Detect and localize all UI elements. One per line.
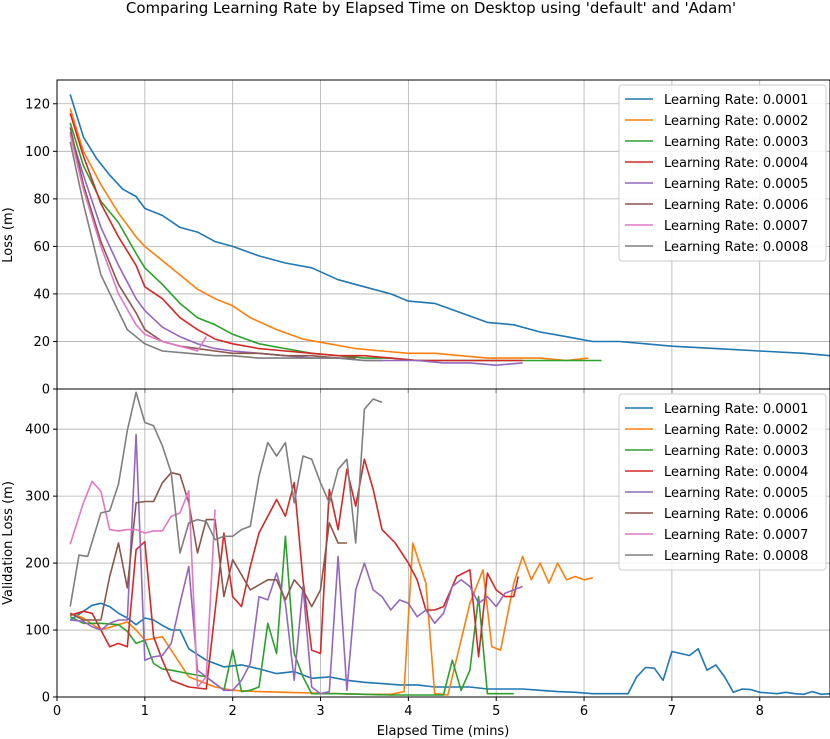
undefined-legend-label-3: Learning Rate: 0.0003: [664, 135, 808, 150]
undefined-legend: Learning Rate: 0.0001 Learning Rate: 0.00…: [618, 84, 827, 262]
validation-plot: 0 100 200 300 400 0 1 2 3 4 5 6 7 8 Learning Rate: 0.0…: [25, 388, 830, 719]
xtick-label-3: 3: [316, 704, 324, 719]
xtick-label-2: 2: [229, 704, 237, 719]
undefined-series-line-5: [70, 433, 523, 695]
undefined-series-line-3: [69, 122, 602, 362]
undefined-ytick-label-1: 100: [25, 624, 50, 639]
undefined-ytick-label-4: 80: [33, 192, 50, 207]
xtick-label-4: 4: [404, 704, 412, 719]
undefined-ytick-label-4: 400: [25, 423, 50, 438]
undefined-ytick-label-6: 120: [25, 97, 50, 112]
undefined-series-line-1: [69, 602, 830, 696]
chart-title: Comparing Learning Rate by Elapsed Time …: [126, 0, 736, 17]
undefined-legend: Learning Rate: 0.0001 Learning Rate: 0.00…: [618, 393, 827, 571]
xtick-label-1: 1: [141, 704, 149, 719]
undefined-legend-label-8: Learning Rate: 0.0008: [664, 549, 808, 564]
undefined-legend-label-2: Learning Rate: 0.0002: [664, 423, 808, 438]
undefined-legend-label-7: Learning Rate: 0.0007: [664, 219, 808, 234]
undefined-legend-label-4: Learning Rate: 0.0004: [664, 465, 808, 480]
undefined-ytick-label-0: 0: [42, 383, 50, 398]
undefined-legend-label-6: Learning Rate: 0.0006: [664, 507, 808, 522]
x-axis-label: Elapsed Time (mins): [377, 724, 510, 739]
undefined-series-line-2: [69, 108, 589, 362]
undefined-series-line-8: [69, 391, 383, 607]
xtick-label-8: 8: [756, 704, 764, 719]
undefined-legend-label-3: Learning Rate: 0.0003: [664, 444, 808, 459]
undefined-ytick-label-1: 20: [33, 335, 50, 350]
undefined-legend-label-1: Learning Rate: 0.0001: [664, 402, 808, 417]
undefined-legend-label-7: Learning Rate: 0.0007: [664, 528, 808, 543]
undefined-ytick-label-2: 200: [25, 557, 50, 572]
xtick-label-5: 5: [492, 704, 500, 719]
undefined-legend-label-1: Learning Rate: 0.0001: [664, 93, 808, 108]
undefined-series-line-4: [69, 113, 523, 362]
undefined-legend-label-5: Learning Rate: 0.0005: [664, 486, 808, 501]
undefined-axes-frame: [56, 388, 830, 698]
undefined-series-line-8: [69, 141, 382, 362]
undefined-legend-box: [618, 393, 827, 571]
undefined-ytick-label-3: 60: [33, 240, 50, 255]
undefined-legend-label-8: Learning Rate: 0.0008: [664, 240, 808, 255]
undefined-series-line-7: [69, 480, 216, 688]
undefined-legend-label-4: Learning Rate: 0.0004: [664, 156, 808, 171]
undefined-ytick-label-2: 40: [33, 287, 50, 302]
undefined-legend-label-6: Learning Rate: 0.0006: [664, 198, 808, 213]
undefined-legend-box: [618, 84, 827, 262]
xtick-label-6: 6: [580, 704, 588, 719]
undefined-series-line-7: [69, 134, 207, 352]
undefined-series-line-6: [69, 127, 356, 359]
validation-y-axis-label: Validation Loss (m): [1, 481, 16, 605]
loss-y-axis-label: Loss (m): [1, 207, 16, 262]
undefined-ytick-label-0: 0: [42, 691, 50, 706]
xtick-label-0: 0: [53, 704, 61, 719]
undefined-series-line-5: [69, 132, 523, 367]
xtick-label-7: 7: [668, 704, 676, 719]
undefined-ytick-label-5: 100: [25, 145, 50, 160]
undefined-legend-label-5: Learning Rate: 0.0005: [664, 177, 808, 192]
undefined-legend-label-2: Learning Rate: 0.0002: [664, 114, 808, 129]
undefined-series-line-6: [69, 471, 347, 621]
undefined-series-line-1: [69, 94, 830, 357]
undefined-ytick-label-3: 300: [25, 490, 50, 505]
